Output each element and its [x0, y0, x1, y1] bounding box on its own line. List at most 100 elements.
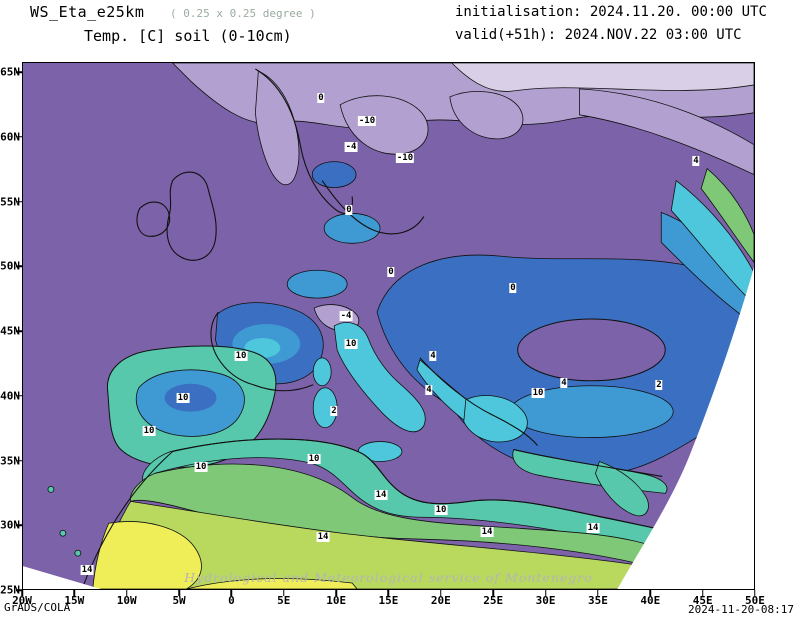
lon-axis-tick	[73, 590, 76, 596]
lat-axis-tick	[16, 395, 22, 397]
lat-axis-label: 30N	[0, 518, 20, 532]
lat-axis-label: 25N	[0, 583, 20, 597]
contour-label: 14	[480, 527, 494, 537]
lat-axis-label: 40N	[0, 389, 20, 403]
contour-label: 4	[425, 385, 433, 395]
lon-axis-label: 5E	[277, 594, 291, 607]
contour-label: -10	[395, 153, 415, 163]
lon-axis-label: 45E	[692, 594, 713, 607]
map-plot-frame: Hydrological and Meteorological service …	[22, 62, 755, 590]
watermark: Hydrological and Meteorological service …	[184, 570, 593, 585]
italy-boot	[333, 322, 426, 433]
lon-axis-label: 10W	[116, 594, 137, 607]
lat-axis-label: 60N	[0, 130, 20, 144]
grads-credit: GrADS/COLA	[4, 601, 71, 614]
lon-axis-tick	[387, 590, 390, 596]
contour-label: 10	[142, 426, 156, 436]
lat-axis-tick	[16, 71, 22, 73]
lon-axis-label: 30E	[535, 594, 556, 607]
lon-axis-label: 15W	[64, 594, 85, 607]
lon-axis-tick	[335, 590, 337, 596]
atlantic-islands	[47, 485, 82, 557]
lat-axis-tick	[16, 524, 22, 526]
contour-label: 10	[234, 351, 248, 361]
lon-axis-label: 5W	[172, 594, 186, 607]
lat-axis-tick	[16, 265, 22, 267]
lon-axis-tick	[440, 590, 442, 596]
lon-axis-label: 35E	[587, 594, 608, 607]
anatolia-south-coastline	[513, 448, 663, 477]
lon-axis-tick	[178, 590, 180, 596]
contour-label: 10	[194, 462, 208, 472]
contour-label: -4	[339, 311, 353, 321]
lon-axis-tick	[230, 590, 233, 596]
north-africa-zone	[92, 438, 670, 589]
contour-label: -10	[357, 116, 377, 126]
contour-label: -4	[344, 142, 358, 152]
contour-label: 14	[316, 532, 330, 542]
lon-axis-label: 20E	[430, 594, 451, 607]
lat-axis-tick	[16, 330, 22, 332]
contour-label: 0	[509, 283, 517, 293]
cold-lavender-zones	[172, 63, 754, 331]
lon-axis-label: 25E	[483, 594, 504, 607]
contour-label: 4	[560, 378, 568, 388]
lon-axis-tick	[492, 590, 494, 596]
lat-axis-tick	[16, 200, 22, 203]
iberia-zone	[107, 345, 277, 468]
contour-label: 4	[429, 351, 437, 361]
contour-label: 10	[307, 454, 321, 464]
lon-axis-label: 40E	[640, 594, 661, 607]
contour-label: 10	[344, 339, 358, 349]
lat-axis-tick	[16, 136, 22, 138]
contour-label: 10	[176, 393, 190, 403]
italy-zone	[312, 322, 426, 462]
lon-axis-tick	[701, 590, 704, 596]
contour-label: 10	[434, 505, 448, 515]
black-sea	[517, 318, 666, 382]
init-value: 2024.11.20. 00:00 UTC	[589, 4, 767, 20]
lon-axis-tick	[283, 590, 285, 596]
sahara-warm-core	[92, 521, 202, 589]
lat-axis-label: 50N	[0, 259, 20, 273]
norway-mountains	[254, 70, 300, 186]
init-label: initialisation:	[455, 4, 582, 20]
contour-label: 0	[345, 205, 353, 215]
britain-coastline	[166, 171, 217, 261]
soil-temperature-contour-map	[23, 63, 754, 589]
lat-axis-label: 35N	[0, 454, 20, 467]
lon-axis-label: 0	[228, 594, 235, 607]
contour-label: 14	[586, 523, 600, 533]
corsica	[312, 357, 332, 387]
lon-axis-tick	[544, 590, 547, 596]
contour-label: 14	[374, 490, 388, 500]
ireland-coastline	[136, 201, 171, 237]
lon-axis-label: 50E	[745, 594, 765, 607]
lat-axis-label: 45N	[0, 324, 20, 338]
contour-label: 0	[317, 93, 325, 103]
lat-axis-tick	[16, 459, 22, 462]
lon-axis-tick	[649, 590, 652, 596]
lon-axis-tick	[21, 590, 23, 596]
no-data-wedge-right	[617, 267, 754, 589]
lon-axis-label: 20W	[12, 594, 32, 607]
contour-label: 4	[692, 156, 700, 166]
contour-label: 0	[387, 267, 395, 277]
contour-label: 10	[531, 388, 545, 398]
contour-label: 2	[655, 380, 663, 390]
valid-line: valid(+51h): 2024.NOV.22 03:00 UTC	[455, 27, 742, 43]
france-coastline	[210, 311, 314, 392]
lon-axis-tick	[597, 590, 599, 596]
valid-label: valid(+51h):	[455, 27, 557, 43]
baltic-coastline	[321, 180, 425, 235]
contour-label: 2	[330, 406, 338, 416]
model-name: WS_Eta_e25km	[30, 3, 145, 21]
north-central-europe-patches	[286, 161, 381, 299]
lat-axis-tick	[16, 589, 22, 591]
lon-axis-label: 10E	[326, 594, 347, 607]
variable-title: Temp. [C] soil (0-10cm)	[84, 27, 292, 45]
lat-axis-label: 55N	[0, 195, 20, 208]
valid-value: 2024.NOV.22 03:00 UTC	[564, 27, 742, 43]
creation-timestamp: 2024-11-20-08:17	[688, 603, 794, 616]
